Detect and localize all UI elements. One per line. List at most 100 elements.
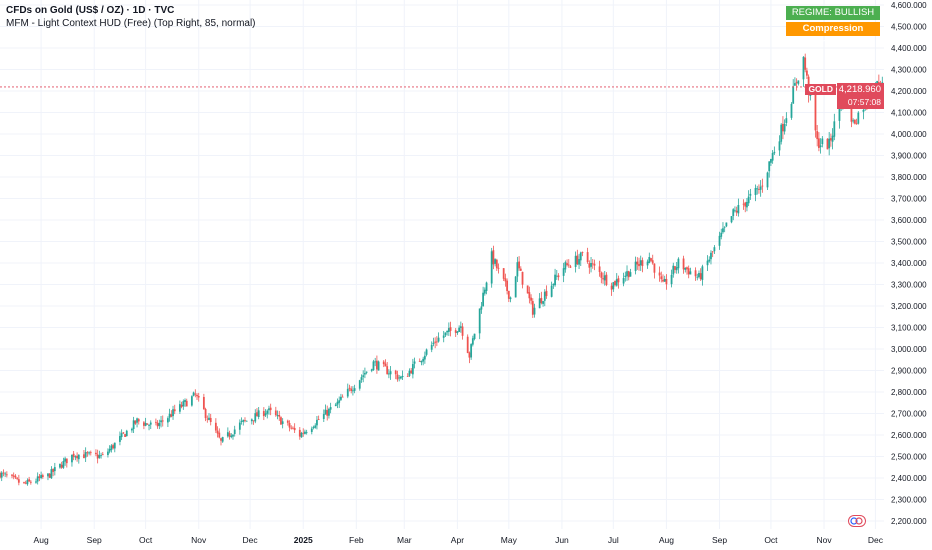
candle-body	[682, 258, 685, 270]
candle-body	[485, 282, 488, 291]
candle-body	[634, 261, 637, 272]
candle-body	[62, 461, 65, 468]
candle-body	[182, 401, 185, 407]
candle-body	[269, 407, 272, 411]
candle-body	[184, 400, 186, 403]
candle-body	[454, 330, 457, 333]
candle-body	[735, 210, 738, 213]
candle-body	[675, 267, 678, 271]
candle-body	[749, 193, 752, 196]
candle-body	[746, 202, 748, 208]
candle-body	[783, 123, 786, 132]
candle-body	[154, 421, 157, 423]
candle-body	[670, 274, 673, 285]
candle-body	[710, 252, 712, 260]
candle-body	[694, 270, 697, 277]
indicator-legend[interactable]: MFM - Light Context HUD (Free) (Top Righ…	[6, 18, 256, 29]
candle-body	[256, 412, 258, 417]
candle-body	[806, 70, 808, 76]
candle-body	[610, 285, 613, 290]
candle-body	[838, 106, 841, 121]
candle-body	[758, 189, 760, 190]
candle-body	[353, 388, 356, 391]
candle-body	[84, 452, 87, 458]
candle-body	[449, 327, 452, 331]
candle-body	[495, 259, 498, 269]
candle-body	[567, 264, 570, 266]
candle-body	[617, 278, 620, 283]
candle-body	[434, 341, 437, 343]
candle-body	[768, 161, 771, 172]
candle-body	[240, 421, 243, 422]
candle-body	[226, 432, 229, 437]
candle-body	[718, 235, 721, 246]
candle-body	[516, 262, 519, 277]
candle-body	[194, 393, 197, 395]
candle-body	[401, 375, 404, 378]
candle-body	[638, 263, 640, 267]
candle-body	[482, 292, 485, 307]
candle-body	[86, 452, 89, 454]
candle-body	[101, 454, 104, 456]
candle-body	[350, 388, 353, 392]
candle-body	[624, 275, 627, 277]
candle-body	[461, 326, 464, 336]
time-axis: Aug Sep Oct Nov Dec 2025 Feb Mar Apr May Jun Jul Aug…	[34, 535, 884, 545]
candle-body	[29, 481, 32, 483]
candle-body	[411, 364, 414, 375]
candle-body	[569, 266, 572, 268]
candle-body	[579, 252, 582, 261]
candle-body	[107, 451, 109, 455]
candle-body	[24, 482, 27, 484]
candle-body	[370, 369, 373, 371]
candle-body	[734, 210, 736, 212]
candle-body	[40, 474, 43, 479]
candle-body	[196, 394, 198, 397]
candle-body	[528, 292, 531, 299]
candle-body	[674, 266, 676, 270]
candle-body	[689, 271, 692, 275]
candle-body	[662, 279, 664, 282]
candle-body	[543, 291, 546, 301]
y-tick-label: 2,800.000	[891, 388, 927, 397]
candle-body	[456, 331, 459, 334]
y-tick-label: 3,900.000	[891, 152, 927, 161]
candle-body	[538, 298, 541, 309]
candle-body	[64, 458, 67, 462]
x-tick-label: Sep	[712, 535, 727, 545]
candle-body	[533, 307, 536, 315]
candle-body	[857, 112, 860, 124]
candle-body	[795, 82, 798, 84]
candle-body	[696, 276, 699, 278]
candle-body	[89, 452, 92, 454]
candle-body	[134, 420, 137, 424]
y-tick-label: 2,300.000	[891, 496, 927, 505]
candle-body	[218, 432, 221, 438]
candle-body	[230, 435, 233, 438]
candle-body	[322, 414, 325, 419]
candle-body	[468, 352, 471, 358]
candle-body	[506, 280, 509, 292]
candle-body	[372, 361, 375, 371]
candle-body	[444, 332, 447, 336]
candle-body	[389, 371, 392, 375]
candle-body	[312, 427, 315, 428]
candle-body	[50, 469, 53, 479]
candle-body	[60, 464, 63, 468]
candle-body	[52, 468, 55, 472]
candle-body	[178, 404, 181, 412]
candle-body	[324, 409, 327, 415]
candle-body	[233, 429, 236, 435]
candle-body	[545, 290, 548, 297]
candle-body	[16, 477, 19, 479]
candle-body	[687, 268, 690, 275]
y-tick-label: 2,500.000	[891, 453, 927, 462]
candle-body	[286, 420, 289, 423]
candle-body	[504, 278, 507, 282]
tradingview-logo-icon[interactable]	[848, 515, 866, 527]
candle-body	[490, 251, 493, 284]
candle-body	[550, 285, 553, 297]
candle-body	[521, 271, 524, 285]
candle-body	[852, 120, 855, 122]
